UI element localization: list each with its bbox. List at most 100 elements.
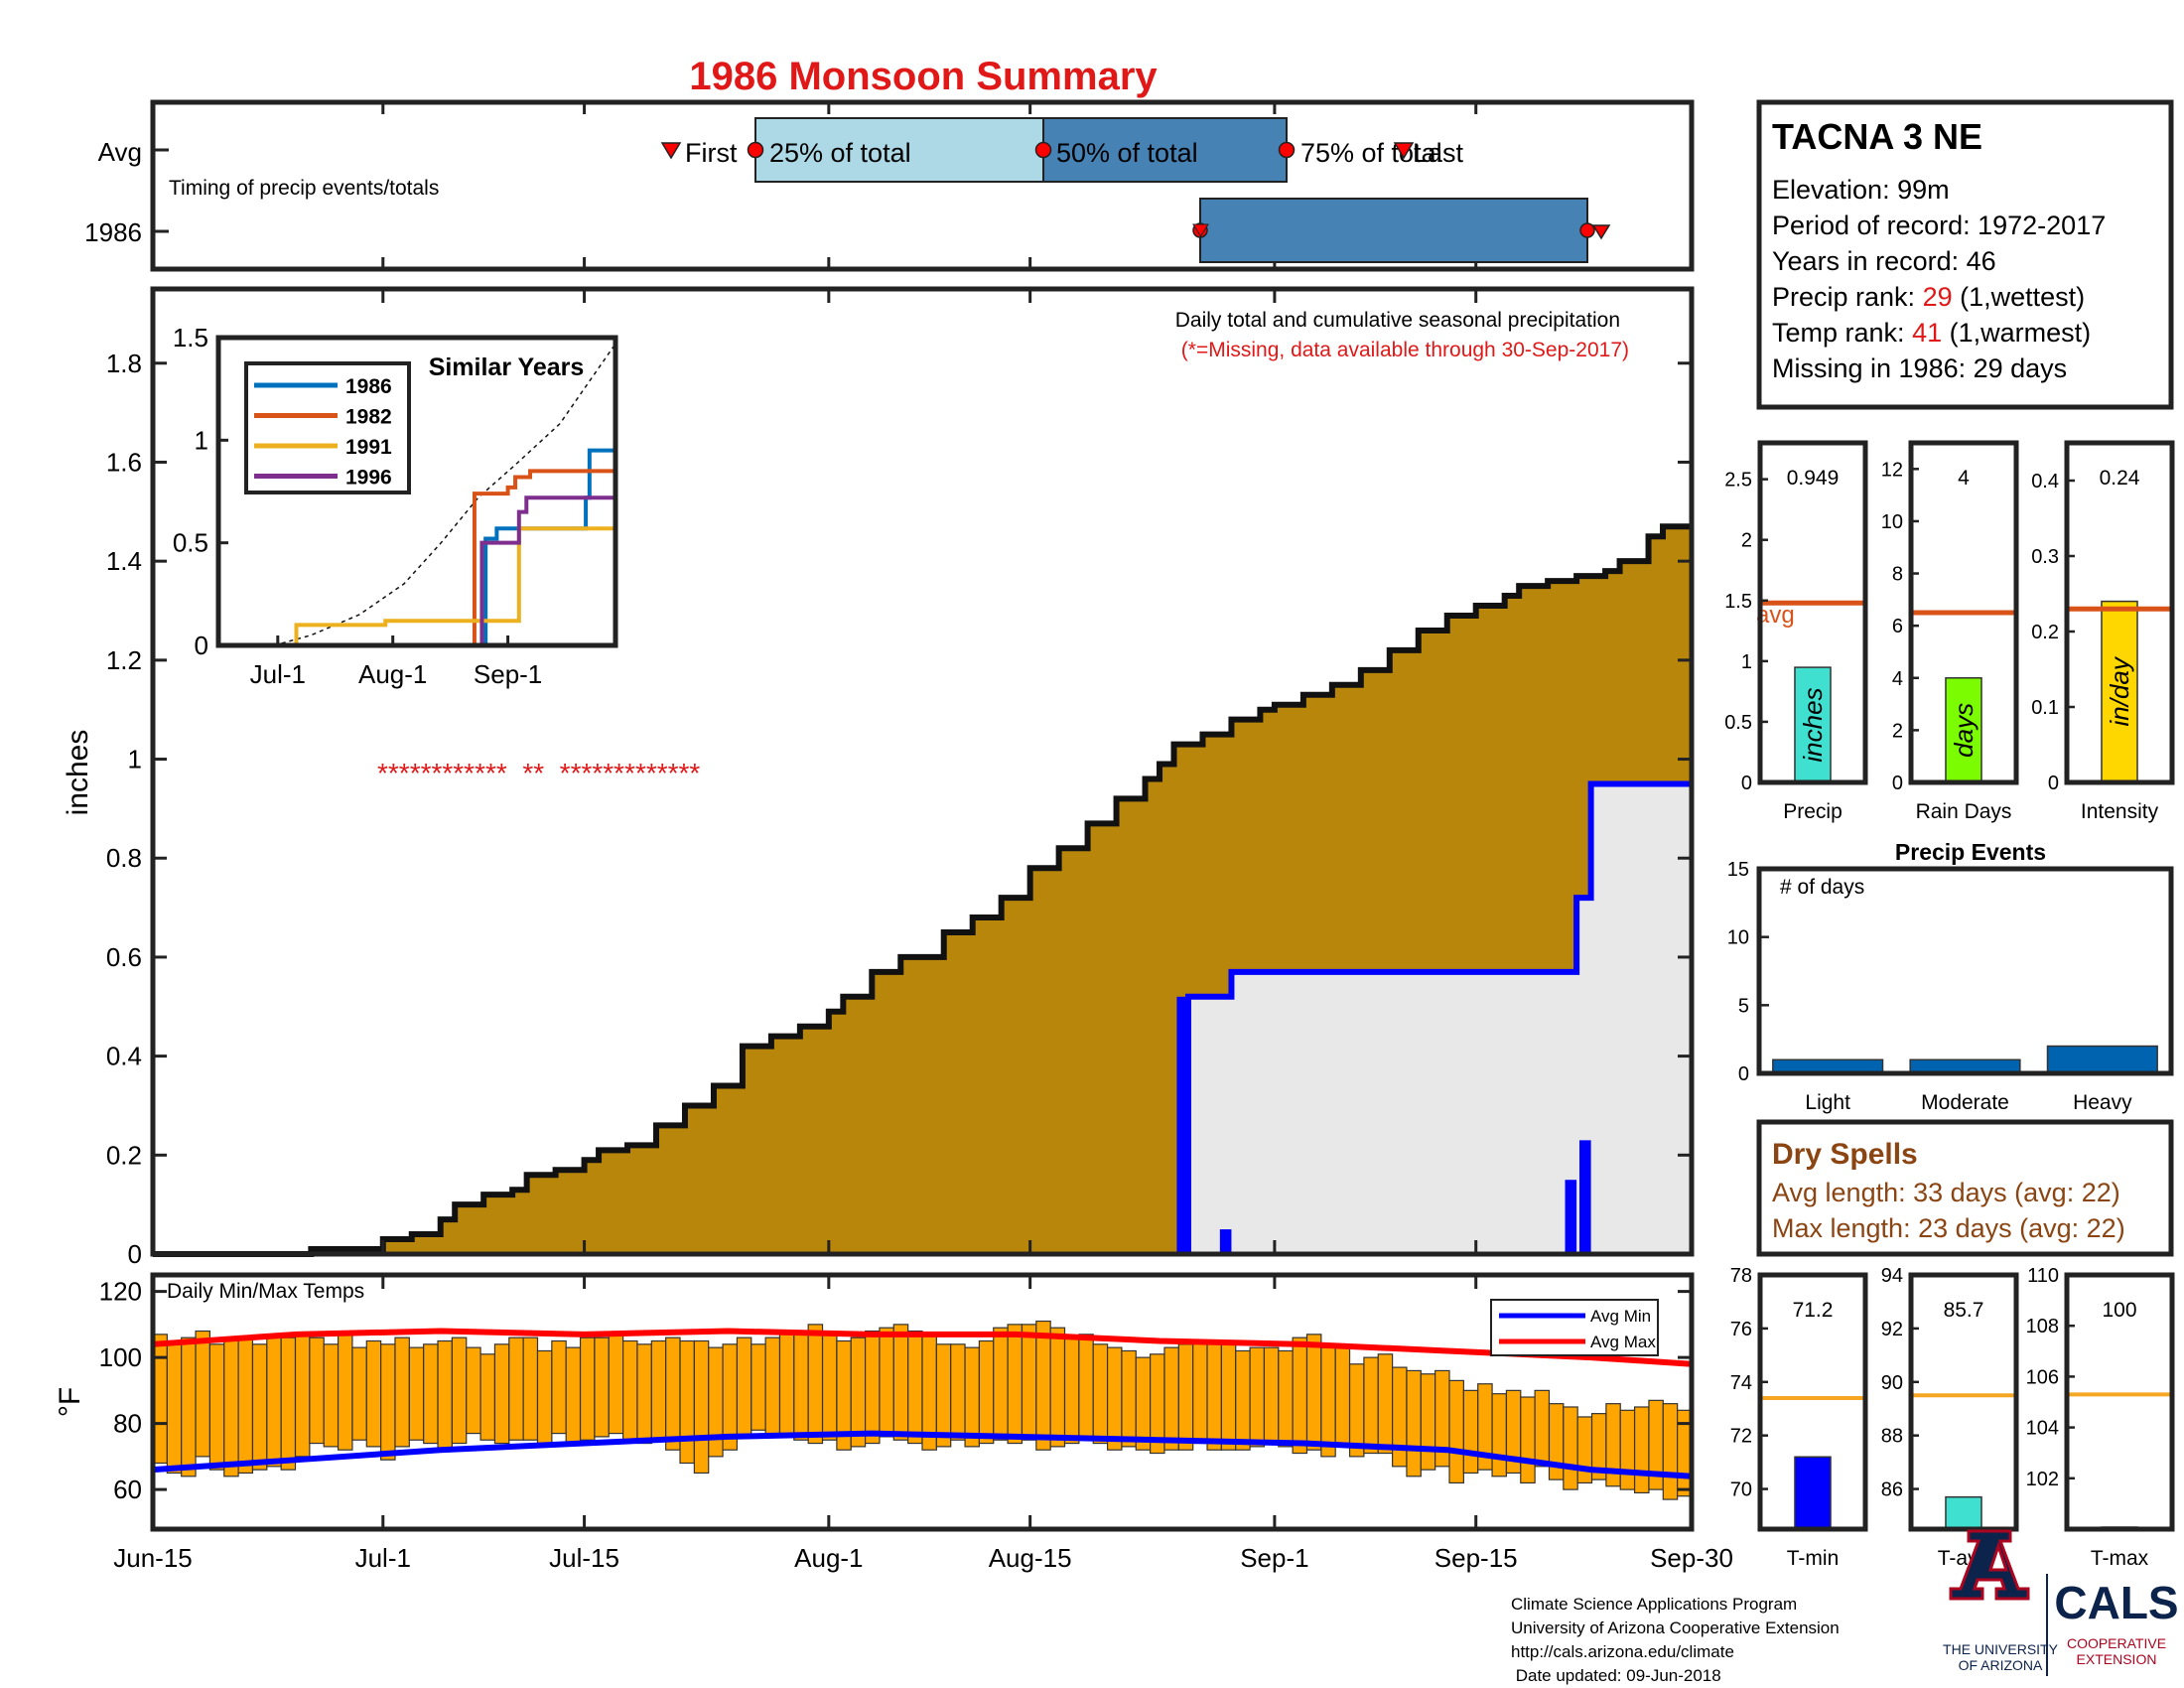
temp-range-bar	[1206, 1343, 1222, 1451]
panel-value: 0.24	[2100, 467, 2140, 490]
avg-last-marker	[1393, 142, 1415, 160]
panel-intensity: in/day 0.24 0 0.1 0.2 0.3 0.4 Intensity	[2031, 440, 2175, 823]
panel-ytick: 0.3	[2031, 546, 2059, 568]
cals-logo: CALS	[2054, 1577, 2178, 1628]
main-ylabel: inches	[62, 730, 94, 816]
avg-q25-label: 25% of total	[769, 138, 911, 168]
temp-range-bar	[223, 1336, 239, 1477]
event-category-label: Light	[1805, 1091, 1850, 1114]
temp-range-bar	[337, 1334, 353, 1451]
main-ytick-label: 0.6	[106, 942, 142, 972]
legend-avg-min: Avg Min	[1590, 1307, 1651, 1326]
panel-value: 100	[2102, 1299, 2136, 1322]
panel-raindays: days 4 0 2 4 6 8 10 12 Rain Days	[1881, 440, 2019, 823]
panel-unit: in/day	[2105, 655, 2134, 726]
temp-range-bar	[864, 1330, 881, 1445]
temp-ytick-label: 100	[99, 1342, 142, 1372]
xtick-label: Jul-1	[355, 1543, 411, 1573]
xtick-label: Sep-15	[1434, 1543, 1518, 1573]
inset-ytick-label: 1	[195, 425, 208, 455]
avg-q75-marker	[1278, 141, 1296, 159]
temp-range-bar	[1063, 1336, 1080, 1445]
ua-wordmark-1: THE UNIVERSITY	[1943, 1641, 2059, 1657]
event-ytick: 5	[1738, 995, 1749, 1017]
chart-title: 1986 Monsoon Summary	[689, 55, 1158, 98]
station-info-box: TACNA 3 NE Elevation: 99m Period of reco…	[1756, 99, 2174, 410]
temp-range-bar	[408, 1346, 425, 1441]
similar-years-inset: 0 0.5 1 1.5 Jul-1 Aug-1 Sep-1 Similar Years 1…	[173, 323, 618, 689]
footer-line3: http://cals.arizona.edu/climate	[1511, 1642, 1734, 1661]
main-ytick-label: 1.8	[106, 349, 142, 378]
temp-range-bar	[1534, 1389, 1551, 1468]
avg-last-label: Last	[1413, 138, 1464, 168]
temp-range-bar	[1520, 1396, 1536, 1484]
panel-tmin: 71.2 70 72 74 76 78 T-min	[1730, 1265, 1868, 1570]
temp-range-bar	[1576, 1416, 1593, 1484]
xtick-label: Jun-15	[113, 1543, 193, 1573]
inset-title: Similar Years	[429, 353, 585, 381]
avg-q50-label: 50% of total	[1056, 138, 1198, 168]
temp-range-bar	[380, 1343, 396, 1461]
temp-range-bar	[1249, 1346, 1266, 1448]
temp-range-bar	[266, 1336, 282, 1468]
panel-ytick: 0.5	[1724, 712, 1752, 734]
event-ytick: 15	[1727, 859, 1749, 881]
panel-ytick: 72	[1730, 1426, 1752, 1448]
panel-bar	[1794, 666, 1832, 783]
xtick-label: Aug-1	[794, 1543, 863, 1573]
temp-range-bar	[166, 1339, 183, 1475]
panel-ytick: 88	[1881, 1426, 1903, 1448]
footer-line4: Date updated: 09-Jun-2018	[1511, 1666, 1721, 1685]
temp-range-bar	[665, 1336, 681, 1451]
temp-range-bar	[323, 1343, 340, 1448]
panel-ytick: 90	[1881, 1372, 1903, 1394]
inset-series-1982	[218, 469, 615, 647]
temp-range-bar	[879, 1327, 894, 1438]
inset-legend-label: 1991	[345, 436, 392, 459]
temp-range-bar	[964, 1346, 981, 1448]
panel-ytick: 1	[1741, 651, 1752, 673]
temp-range-bar	[1007, 1324, 1024, 1445]
temp-range-bar	[423, 1343, 439, 1445]
avg-min-line	[152, 1430, 1693, 1479]
inset-ytick-label: 0.5	[173, 528, 208, 558]
panel-ytick: 110	[2027, 1265, 2059, 1287]
temp-range-bar	[1278, 1349, 1294, 1448]
panel-value: 0.949	[1787, 467, 1840, 490]
avg-first-label: First	[685, 138, 738, 168]
missing-data-markers: ************ ** *************	[377, 758, 700, 788]
daily-precip-bar	[1579, 1140, 1591, 1254]
ua-block-a-icon	[1949, 1529, 2030, 1601]
xtick-label: Sep-30	[1650, 1543, 1733, 1573]
temp-range-bar	[1563, 1406, 1578, 1490]
main-missing-note: (*=Missing, data available through 30-Se…	[1181, 339, 1629, 361]
temp-range-bar	[1334, 1343, 1351, 1445]
year-last-marker	[1591, 224, 1611, 240]
temp-range-bar	[365, 1339, 382, 1448]
panel-ytick: 0.4	[2031, 471, 2059, 492]
xtick-label: Sep-1	[1240, 1543, 1308, 1573]
legend-avg-max: Avg Max	[1590, 1333, 1656, 1351]
timing-q1-box	[754, 117, 1044, 183]
temp-range-bar	[636, 1343, 652, 1445]
panel-xlabel: T-min	[1787, 1547, 1840, 1570]
main-ytick-label: 0.8	[106, 843, 142, 873]
temp-range-bar	[993, 1327, 1009, 1441]
temp-range-bar	[594, 1336, 610, 1438]
main-ytick-label: 1.2	[106, 645, 142, 675]
temp-range-bar	[1135, 1356, 1152, 1451]
precip-summary-panels: inchesavg0.94900.511.522.5Precipdays4024…	[1724, 440, 2175, 823]
station-elevation: Elevation: 99m	[1772, 175, 1950, 205]
timing-row-avg: Avg	[98, 137, 142, 167]
avg-q50-marker	[1034, 141, 1052, 159]
event-bar-heavy	[2046, 1045, 2158, 1074]
temp-range-bar	[1035, 1320, 1051, 1451]
temp-ytick-label: 120	[99, 1277, 142, 1307]
temp-range-bar	[280, 1336, 297, 1471]
event-ytick: 10	[1727, 927, 1749, 949]
main-ytick-label: 1.6	[106, 447, 142, 477]
temp-range-bar	[551, 1339, 567, 1435]
dry-spells-box: Dry Spells Avg length: 33 days (avg: 22)…	[1756, 1119, 2174, 1257]
avg-max-line	[152, 1328, 1693, 1367]
temp-title: Daily Min/Max Temps	[167, 1280, 364, 1303]
